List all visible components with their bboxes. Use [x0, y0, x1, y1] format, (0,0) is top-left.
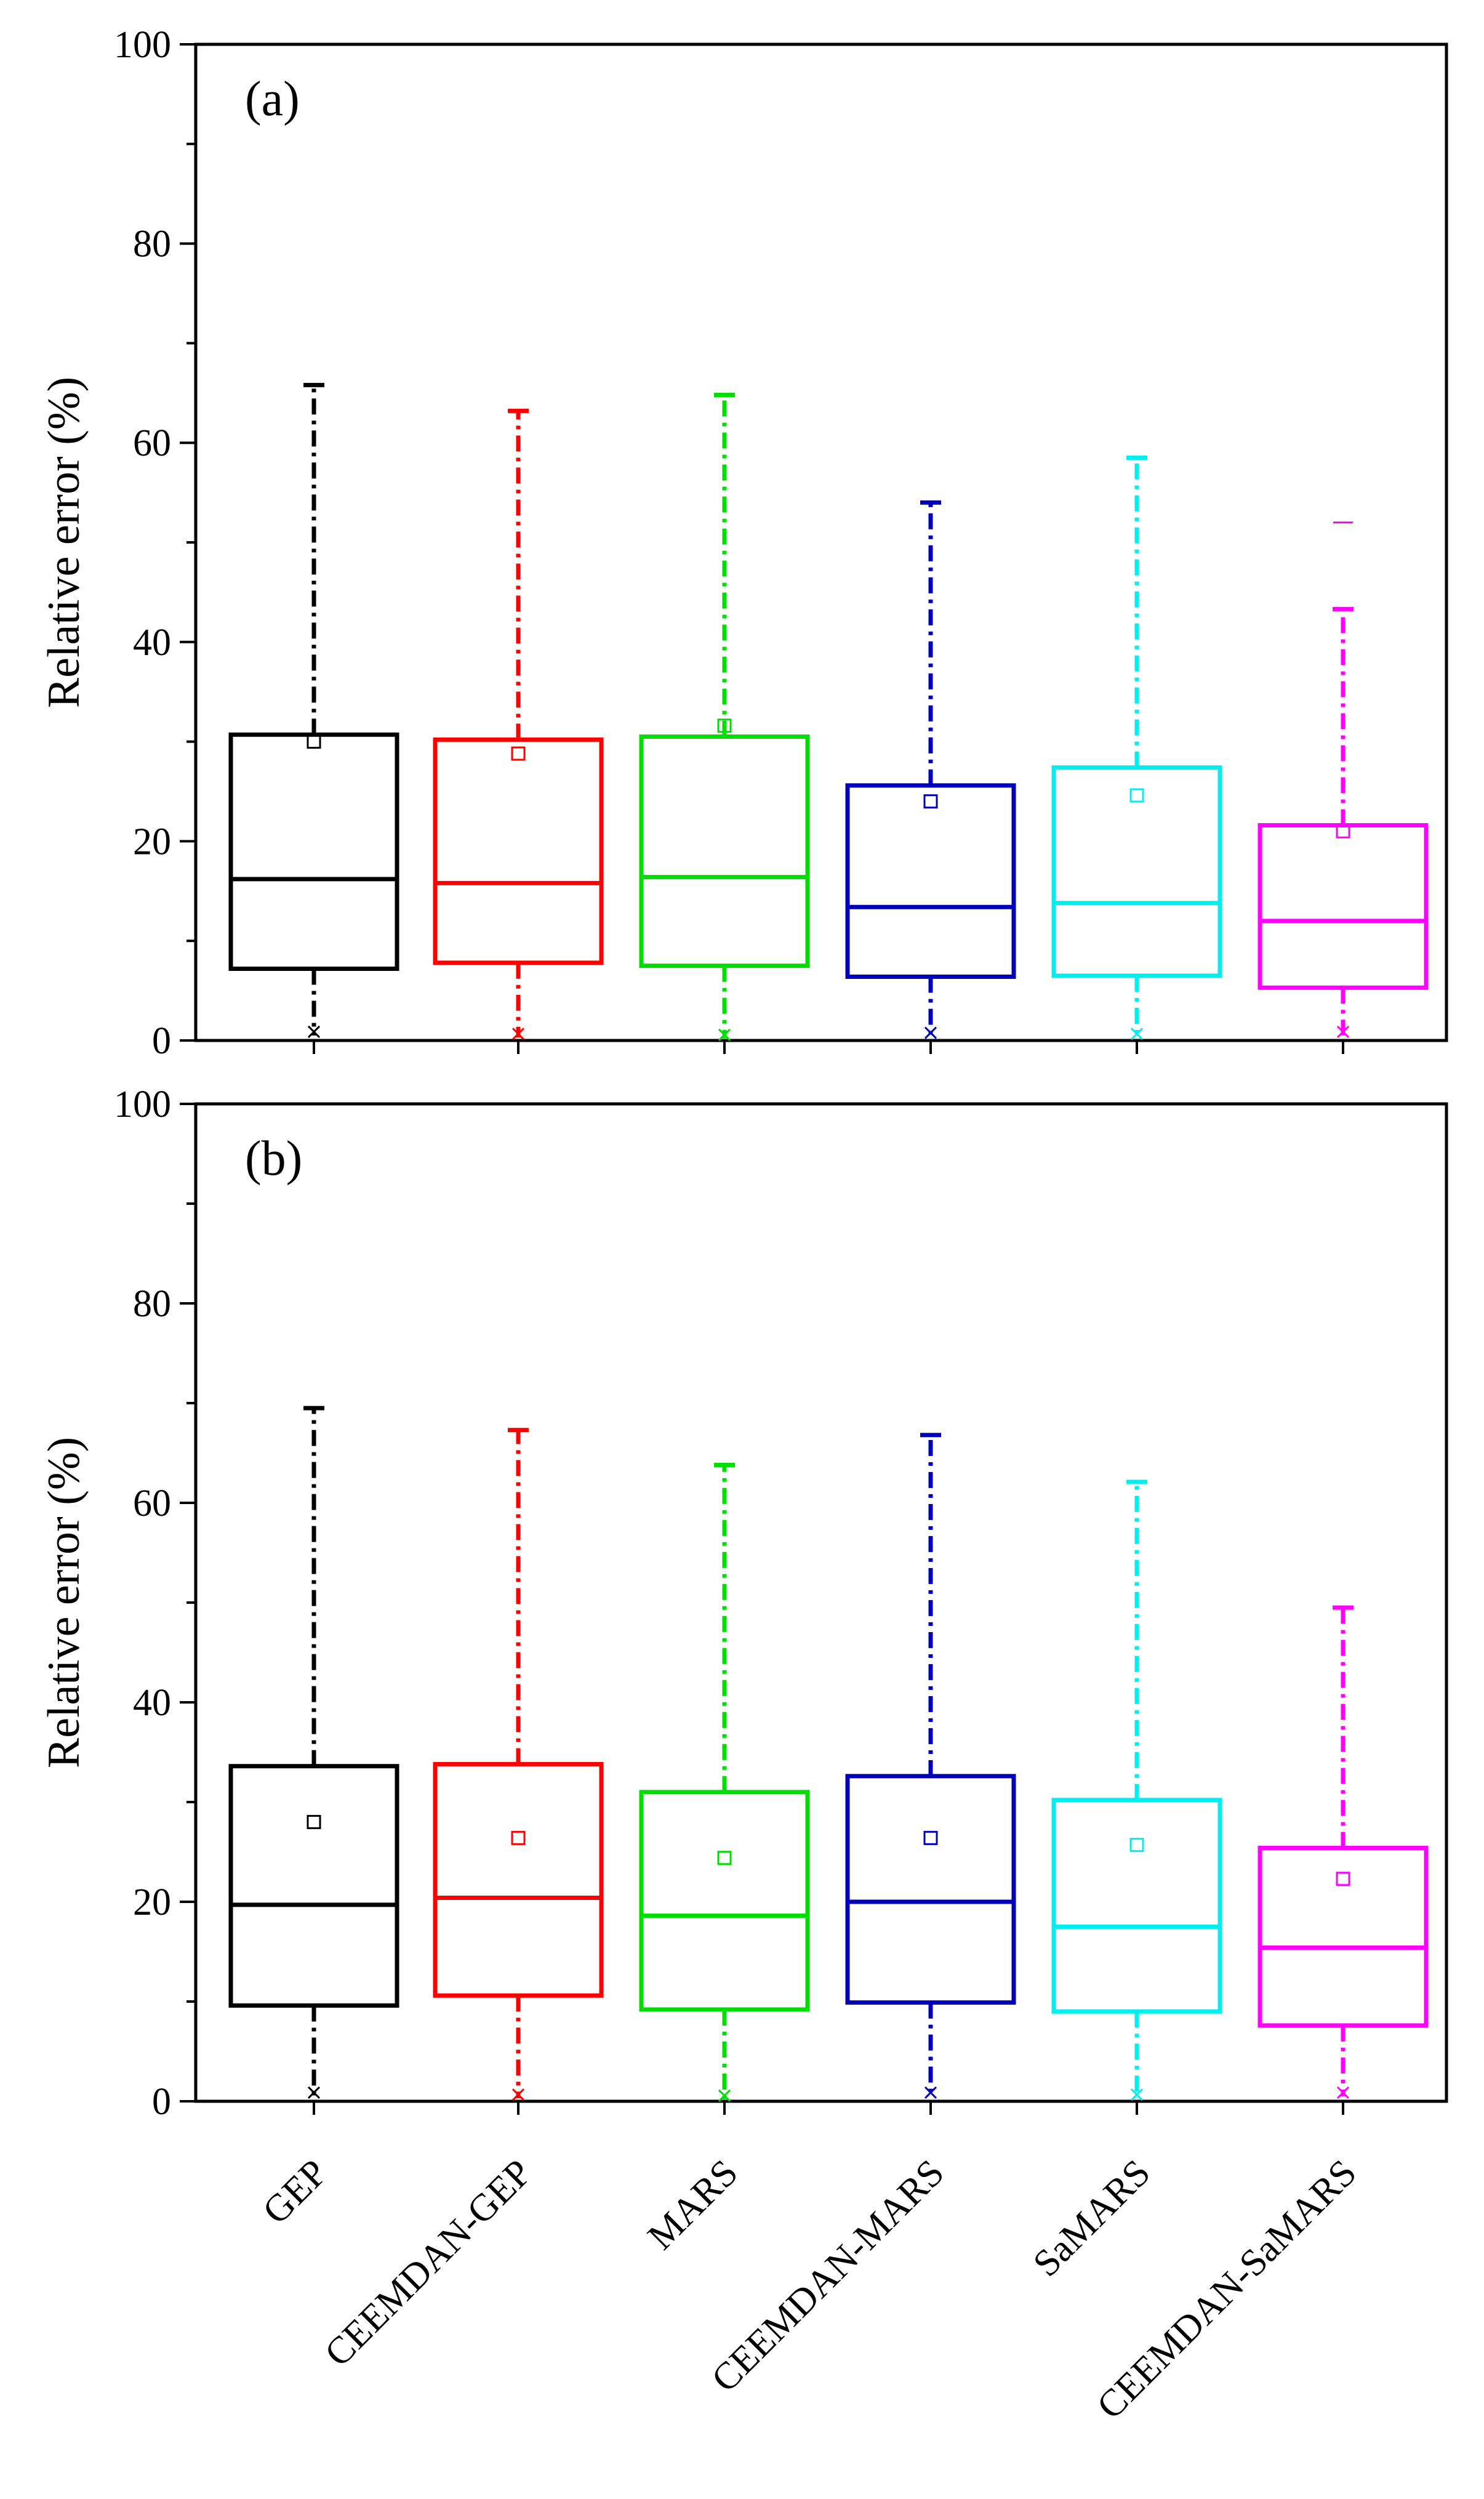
mean-marker: [511, 1830, 526, 1845]
mean-marker: [717, 718, 732, 733]
y-tick-label: 100: [114, 1084, 171, 1125]
iqr-box: [228, 732, 399, 972]
box-samars: [1051, 1479, 1222, 2101]
y-tick-label: 0: [152, 2081, 171, 2123]
x-category-label: CEEMDAN-GEP: [317, 2152, 540, 2375]
box-gep: [228, 1406, 399, 2099]
y-tick-label: 40: [133, 1682, 171, 1724]
iqr-box: [1257, 1846, 1429, 2028]
box-gep: [228, 382, 399, 1038]
iqr-box: [639, 1790, 810, 2012]
box-mars: [639, 1462, 810, 2102]
min-marker: [718, 1028, 731, 1041]
iqr-box: [433, 737, 604, 965]
iqr-box: [1051, 1798, 1222, 2014]
iqr-box: [845, 1774, 1016, 2005]
min-marker: [1130, 2088, 1144, 2101]
min-marker: [1336, 1025, 1350, 1038]
y-tick-label: 20: [133, 821, 171, 863]
min-marker: [924, 1026, 937, 1039]
iqr-box: [639, 734, 810, 968]
iqr-box: [1257, 823, 1429, 990]
box-ceemdan-gep: [433, 408, 604, 1040]
min-marker: [924, 2086, 937, 2099]
min-marker: [511, 2088, 525, 2101]
panel-label: (b): [245, 1132, 302, 1186]
min-marker: [307, 1025, 321, 1038]
mean-marker: [1129, 1838, 1144, 1853]
y-tick-label: 20: [133, 1881, 171, 1923]
box-ceemdan-gep: [433, 1428, 604, 2101]
y-axis-title: Relative error (%): [39, 1437, 89, 1768]
y-tick-label: 100: [114, 24, 171, 66]
mean-marker: [1336, 824, 1350, 839]
mean-marker: [307, 1814, 321, 1829]
x-category-label: CEEMDAN-MARS: [704, 2152, 952, 2400]
y-tick-label: 60: [133, 422, 171, 464]
iqr-box: [1051, 765, 1222, 978]
min-marker: [1130, 1028, 1144, 1040]
y-tick-label: 80: [133, 1283, 171, 1325]
mean-marker: [717, 1851, 732, 1865]
mean-marker: [511, 746, 526, 761]
panel-b: 0 20 40 60 80 100 Relative error (%) (b): [39, 1084, 1448, 2123]
x-category-label: GEP: [255, 2152, 335, 2232]
x-category-label: SaMARS: [1025, 2152, 1158, 2285]
min-marker: [1336, 2086, 1350, 2099]
iqr-box: [845, 783, 1016, 979]
mean-marker: [1129, 788, 1144, 803]
box-ceemdan-mars: [845, 1433, 1016, 2099]
y-tick-label: 0: [152, 1020, 171, 1062]
panel-label: (a): [245, 72, 300, 126]
y-tick-label: 80: [133, 223, 171, 265]
box-ceemdan-samars: [1257, 521, 1429, 1038]
min-marker: [511, 1028, 525, 1040]
mean-marker: [923, 1830, 938, 1845]
iqr-box: [433, 1761, 604, 1998]
x-category-label: MARS: [640, 2152, 746, 2258]
mean-marker: [307, 734, 321, 749]
iqr-box: [228, 1764, 399, 2008]
y-tick-label: 60: [133, 1483, 171, 1524]
mean-marker: [923, 794, 938, 809]
box-samars: [1051, 455, 1222, 1040]
mean-marker: [1336, 1872, 1350, 1886]
min-marker: [718, 2089, 731, 2102]
panel-a: 0 20 40 60 80 100 Relative error (%) (a): [39, 24, 1448, 1062]
y-tick-label: 40: [133, 622, 171, 664]
min-marker: [307, 2086, 321, 2099]
box-ceemdan-mars: [845, 500, 1016, 1039]
box-mars: [639, 393, 810, 1041]
y-axis-title: Relative error (%): [39, 377, 89, 708]
box-ceemdan-samars: [1257, 1605, 1429, 2099]
